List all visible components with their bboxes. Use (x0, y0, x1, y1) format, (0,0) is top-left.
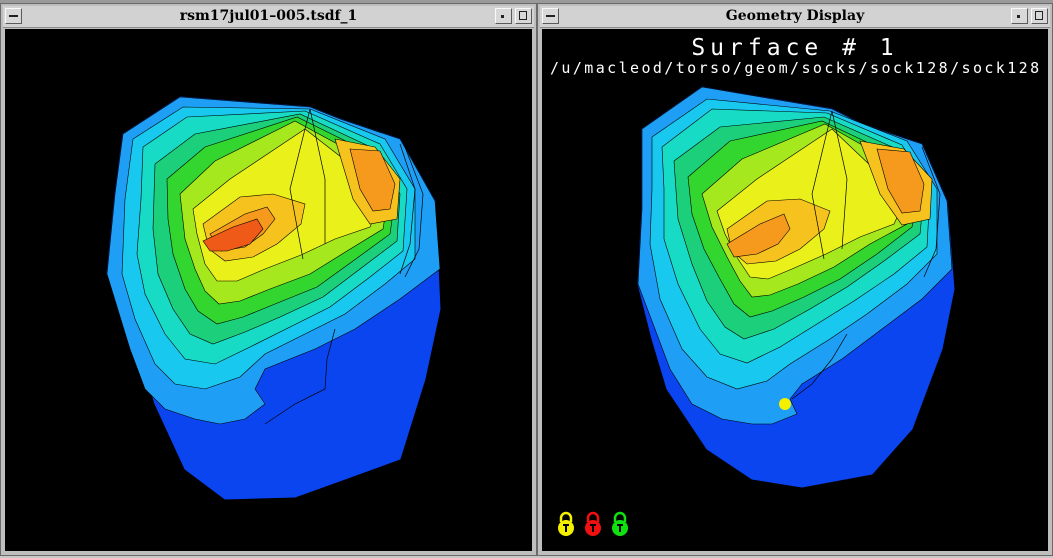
right-title-bar[interactable]: Geometry Display (540, 6, 1050, 28)
contour-line (831, 110, 848, 250)
contour-map (637, 86, 955, 488)
window-menu-icon[interactable] (5, 8, 22, 24)
contour-line (791, 333, 848, 400)
maximize-icon[interactable] (515, 8, 532, 24)
surface-label: Surface # 1 (691, 35, 899, 61)
contour-map (106, 96, 441, 500)
geometry-display-window[interactable]: Geometry Display (537, 3, 1053, 556)
contour-line (309, 108, 326, 244)
left-canvas[interactable] (5, 29, 532, 551)
right-window-title: Geometry Display (725, 8, 865, 24)
red-orange-region (202, 218, 264, 252)
orange-region-2 (876, 148, 925, 214)
left-map-window[interactable]: rsm17jul01–005.tsdf_1 (0, 3, 537, 556)
contour-line (289, 108, 311, 260)
potential-map-right (637, 86, 955, 488)
contour-line (404, 146, 424, 278)
left-window-title: rsm17jul01–005.tsdf_1 (179, 8, 358, 24)
probe-marker[interactable] (779, 398, 791, 410)
contour-line (264, 328, 336, 425)
left-title-bar[interactable]: rsm17jul01–005.tsdf_1 (3, 6, 534, 28)
contour-line (921, 146, 941, 278)
yellow-lock-icon[interactable] (556, 511, 576, 537)
desktop-strip (0, 0, 1053, 3)
orange-region (726, 213, 791, 258)
minimize-icon[interactable] (1011, 8, 1028, 24)
window-menu-icon[interactable] (542, 8, 559, 24)
contour-line (811, 110, 833, 260)
red-lock-icon[interactable] (583, 511, 603, 537)
geometry-canvas[interactable]: Surface # 1 /u/macleod/torso/geom/socks/… (542, 29, 1048, 551)
surface-path: /u/macleod/torso/geom/socks/sock128/sock… (550, 59, 1042, 77)
contour-line (399, 143, 416, 275)
green-lock-icon[interactable] (610, 511, 630, 537)
minimize-icon[interactable] (495, 8, 512, 24)
maximize-icon[interactable] (1031, 8, 1048, 24)
potential-map-left (106, 96, 441, 500)
orange-region-2 (349, 148, 396, 212)
